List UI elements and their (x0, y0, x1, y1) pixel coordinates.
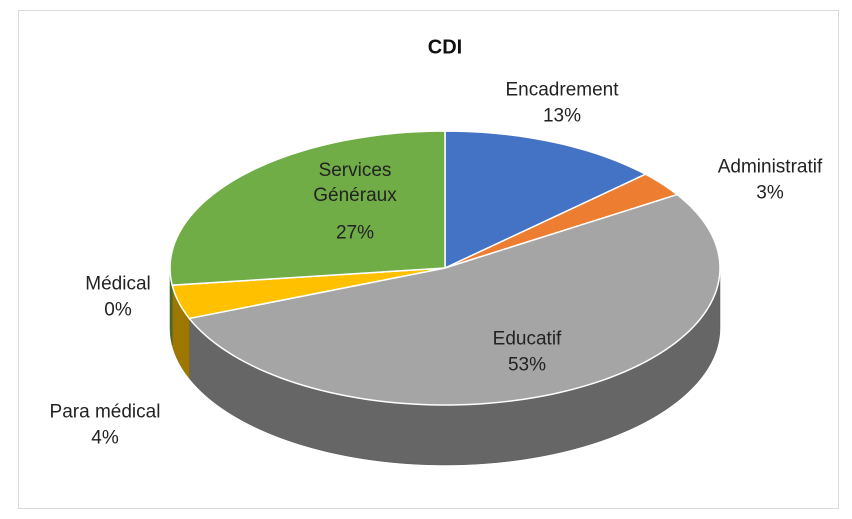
pie-slice (171, 267, 446, 320)
pie-slice (444, 173, 679, 269)
slice-label: Médical (85, 273, 151, 295)
slice-label: Services Généraux (313, 160, 397, 206)
slice-label: Para médical (49, 401, 161, 423)
pie-slice (444, 130, 648, 270)
slice-value-label: 27% (335, 222, 375, 244)
slice-value-label: 13% (542, 105, 582, 127)
slice-value-label: 4% (91, 427, 119, 449)
slice-value-label: 3% (756, 182, 784, 204)
pie-slice (169, 130, 446, 286)
slice-label: Educatif (492, 328, 562, 350)
chart-title: CDI (427, 36, 463, 59)
slice-label: Administratif (717, 156, 823, 178)
slice-value-label: 53% (507, 354, 547, 376)
slice-value-label: 0% (104, 299, 132, 321)
pie-slice (187, 193, 721, 406)
slice-label: Encadrement (505, 79, 619, 101)
